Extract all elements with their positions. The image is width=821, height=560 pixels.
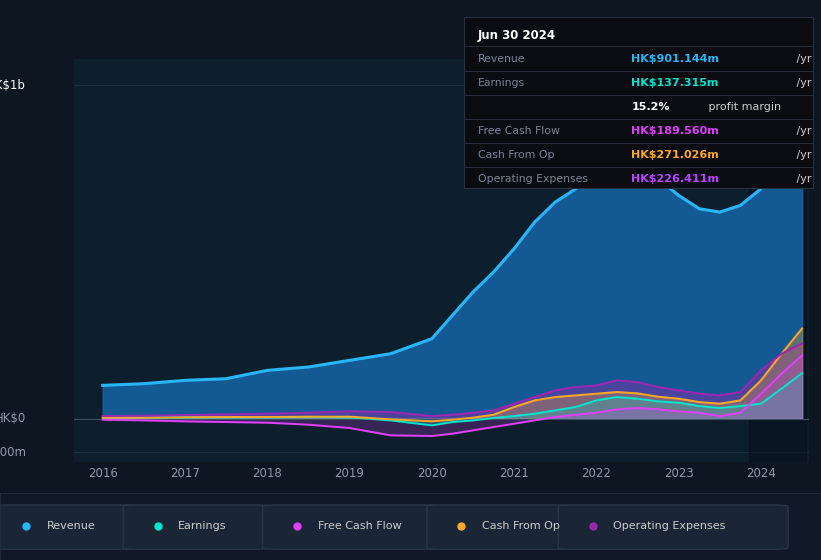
Text: Cash From Op: Cash From Op — [482, 521, 560, 531]
Bar — [749, 59, 806, 462]
FancyBboxPatch shape — [263, 505, 443, 549]
Text: /yr: /yr — [792, 54, 811, 64]
Text: HK$901.144m: HK$901.144m — [631, 54, 719, 64]
Text: HK$137.315m: HK$137.315m — [631, 78, 718, 88]
Text: /yr: /yr — [792, 150, 811, 160]
Text: Earnings: Earnings — [178, 521, 227, 531]
Text: -HK$100m: -HK$100m — [0, 446, 26, 459]
Text: Operating Expenses: Operating Expenses — [478, 174, 588, 184]
Text: 15.2%: 15.2% — [631, 102, 670, 113]
FancyBboxPatch shape — [0, 505, 140, 549]
Text: Revenue: Revenue — [47, 521, 95, 531]
Text: profit margin: profit margin — [704, 102, 781, 113]
Text: Jun 30 2024: Jun 30 2024 — [478, 29, 556, 42]
Text: /yr: /yr — [792, 78, 811, 88]
Text: Earnings: Earnings — [478, 78, 525, 88]
Text: Free Cash Flow: Free Cash Flow — [318, 521, 401, 531]
Text: Operating Expenses: Operating Expenses — [613, 521, 726, 531]
Text: Cash From Op: Cash From Op — [478, 150, 554, 160]
Text: HK$271.026m: HK$271.026m — [631, 150, 719, 160]
Text: Revenue: Revenue — [478, 54, 525, 64]
Text: HK$226.411m: HK$226.411m — [631, 174, 719, 184]
Text: /yr: /yr — [792, 174, 811, 184]
Text: /yr: /yr — [792, 126, 811, 136]
Text: Free Cash Flow: Free Cash Flow — [478, 126, 560, 136]
FancyBboxPatch shape — [558, 505, 788, 549]
Text: HK$1b: HK$1b — [0, 79, 26, 92]
FancyBboxPatch shape — [427, 505, 575, 549]
Text: HK$0: HK$0 — [0, 412, 26, 425]
Text: HK$189.560m: HK$189.560m — [631, 126, 719, 136]
FancyBboxPatch shape — [123, 505, 271, 549]
